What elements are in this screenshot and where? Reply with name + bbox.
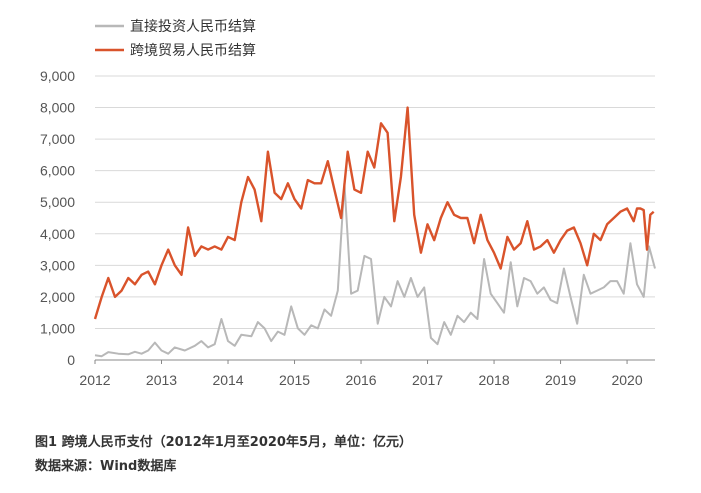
y-tick-label: 3,000: [40, 257, 75, 273]
y-tick-label: 9,000: [40, 68, 75, 84]
x-tick-label: 2019: [545, 372, 576, 388]
y-tick-label: 0: [67, 352, 75, 368]
x-tick-label: 2014: [212, 372, 243, 388]
x-axis: 2012 2013 2014 2015 2016 2017 2018 2019 2020: [79, 360, 643, 388]
series-lines: [93, 106, 656, 358]
legend-label-direct-investment: 直接投资人民币结算: [130, 18, 256, 35]
gridlines: [95, 75, 655, 361]
y-tick-label: 7,000: [40, 131, 75, 147]
y-tick-label: 4,000: [40, 226, 75, 242]
y-axis-ticks: 0 1,000 2,000 3,000 4,000 5,000 6,000 7,000 8,00…: [40, 68, 75, 368]
x-tick-label: 2017: [412, 372, 443, 388]
series-line-direct-investment: [94, 182, 656, 358]
x-tick-label: 2016: [345, 372, 376, 388]
figure-caption: 图1 跨境人民币支付（2012年1月至2020年5月，单位：亿元）: [35, 435, 413, 450]
y-tick-label: 8,000: [40, 100, 75, 116]
y-tick-label: 5,000: [40, 194, 75, 210]
x-tick-label: 2013: [146, 372, 177, 388]
y-tick-label: 1,000: [40, 320, 75, 336]
legend-label-cross-border-trade: 跨境贸易人民币结算: [130, 43, 256, 59]
legend: 直接投资人民币结算 跨境贸易人民币结算: [95, 18, 256, 59]
series-line-cross-border-trade: [93, 106, 655, 320]
x-tick-label: 2015: [279, 372, 310, 388]
x-tick-label: 2020: [611, 372, 642, 388]
y-tick-label: 2,000: [40, 289, 75, 305]
x-tick-label: 2012: [79, 372, 110, 388]
y-tick-label: 6,000: [40, 163, 75, 179]
source-note: 数据来源：Wind数据库: [35, 459, 177, 474]
x-tick-label: 2018: [478, 372, 509, 388]
